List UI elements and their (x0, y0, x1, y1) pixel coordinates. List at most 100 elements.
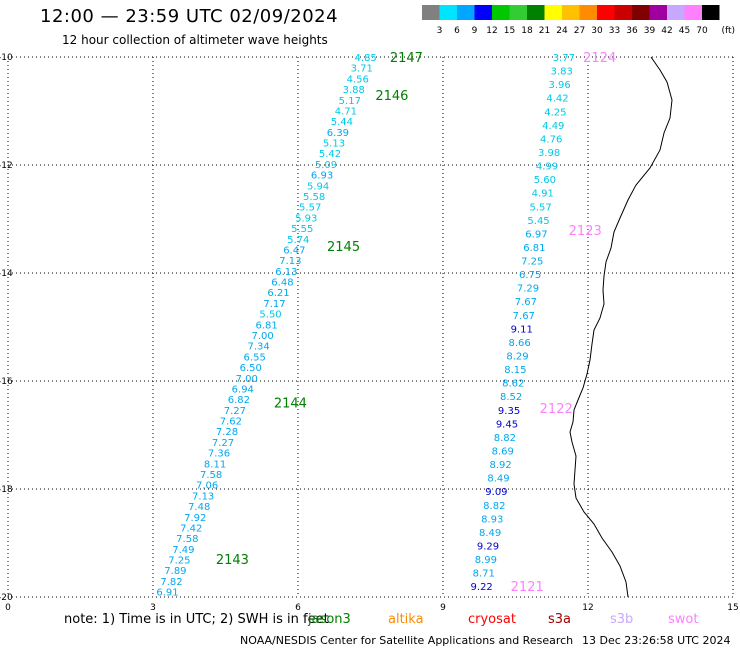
color-swatch (422, 5, 440, 20)
color-swatch (457, 5, 475, 20)
wave-height-value: 7.36 (208, 449, 230, 460)
wave-height-value: 8.92 (489, 460, 511, 471)
wave-height-value: 5.42 (319, 149, 341, 160)
pass-number-swot: 2123 (569, 224, 602, 239)
color-scale-label: 33 (609, 26, 620, 35)
wave-height-value: 9.09 (485, 487, 507, 498)
wave-height-value: 4.91 (532, 189, 554, 200)
color-scale-label: 45 (679, 26, 690, 35)
color-swatch (614, 5, 632, 20)
wave-height-value: 8.71 (473, 569, 495, 580)
wave-height-value: 7.34 (248, 342, 270, 353)
wave-height-value: 8.52 (500, 392, 522, 403)
color-scale-label: 6 (454, 26, 460, 35)
wave-height-value: 7.49 (172, 545, 194, 556)
wave-height-value: 8.93 (481, 514, 503, 525)
color-scale-label: 12 (486, 26, 497, 35)
wave-height-value: 7.17 (263, 299, 285, 310)
wave-height-value: 4.25 (544, 107, 566, 118)
wave-height-value: 9.29 (477, 541, 499, 552)
satellite-legend-cryosat: cryosat (468, 612, 516, 627)
color-swatch (667, 5, 685, 20)
wave-height-value: 7.29 (517, 284, 539, 295)
color-scale-label: 3 (437, 26, 443, 35)
wave-height-value: 5.44 (331, 117, 353, 128)
wave-height-value: 7.00 (251, 331, 273, 342)
coastline (569, 56, 673, 598)
wave-height-value: 5.09 (315, 160, 337, 171)
wave-height-value: 5.93 (295, 213, 317, 224)
wave-height-value: 4.42 (546, 94, 568, 105)
wave-height-value: 4.99 (536, 162, 558, 173)
color-scale-label: 21 (539, 26, 550, 35)
wave-height-value: 3.96 (548, 80, 570, 91)
wave-height-value: 8.82 (483, 501, 505, 512)
wave-height-value: 7.92 (184, 513, 206, 524)
generation-timestamp: 13 Dec 23:26:58 UTC 2024 (582, 634, 731, 647)
color-swatch (544, 5, 562, 20)
color-scale-label: 15 (504, 26, 515, 35)
color-swatch (527, 5, 545, 20)
wave-height-value: 8.62 (502, 379, 524, 390)
wave-height-value: 7.25 (168, 556, 190, 567)
wave-height-value: 7.58 (200, 470, 222, 481)
color-swatch (474, 5, 492, 20)
satellite-legend-altika: altika (388, 612, 424, 627)
y-tick-label: -16 (0, 377, 13, 387)
satellite-legend-s3a: s3a (548, 612, 572, 627)
wave-height-value: 7.62 (220, 417, 242, 428)
wave-height-value: 3.98 (538, 148, 560, 159)
wave-height-value: 6.13 (275, 267, 297, 278)
color-scale-label: 24 (556, 26, 568, 35)
wave-height-value: 6.97 (525, 229, 547, 240)
wave-height-value: 5.55 (291, 224, 313, 235)
wave-height-value: 8.29 (506, 352, 528, 363)
wave-height-value: 6.55 (244, 352, 266, 363)
wave-height-value: 8.82 (494, 433, 516, 444)
y-tick-label: -12 (0, 161, 13, 171)
color-scale-label: 39 (644, 26, 656, 35)
color-swatch (702, 5, 720, 20)
satellite-legend-s3b: s3b (610, 612, 634, 627)
pass-number-swot: 2122 (540, 402, 573, 417)
color-swatch (579, 5, 597, 20)
wave-height-value: 3.71 (351, 64, 373, 75)
wave-height-value: 5.57 (530, 202, 552, 213)
pass-number-jason3: 2144 (274, 397, 307, 412)
wave-height-value: 4.49 (542, 121, 564, 132)
wave-height-value: 6.81 (255, 320, 277, 331)
wave-height-map: 03691215-10-12-14-16-18-204.853.714.563.… (0, 51, 739, 612)
wave-height-value: 5.58 (303, 192, 325, 203)
wave-height-value: 9.22 (471, 582, 493, 593)
color-scale-label: 9 (472, 26, 478, 35)
wave-height-value: 7.25 (521, 257, 543, 268)
satellite-legend-swot: swot (668, 612, 699, 627)
color-scale-label: 70 (696, 26, 708, 35)
wave-height-value: 7.82 (160, 577, 182, 588)
wave-height-value: 8.15 (504, 365, 526, 376)
x-tick-label: 12 (582, 603, 593, 612)
wave-height-value: 5.45 (527, 216, 549, 227)
wave-height-value: 8.49 (487, 474, 509, 485)
color-scale-label: 30 (591, 26, 603, 35)
map-title: 12:00 — 23:59 UTC 02/09/2024 (40, 6, 339, 27)
wave-height-value: 3.77 (553, 53, 575, 64)
wave-height-value: 6.93 (311, 171, 333, 182)
color-scale-label: 42 (661, 26, 672, 35)
wave-height-value: 6.82 (228, 395, 250, 406)
color-scale-label: 27 (574, 26, 585, 35)
color-swatch (597, 5, 615, 20)
wave-height-value: 5.74 (287, 235, 309, 246)
wave-height-value: 6.50 (240, 363, 262, 374)
wave-height-value: 7.58 (176, 534, 198, 545)
satellite-legend: jason3 altika cryosat s3a s3b swot (0, 612, 740, 630)
color-swatch (509, 5, 527, 20)
pass-number-jason3: 2147 (390, 51, 423, 66)
wave-height-value: 4.76 (540, 134, 562, 145)
wave-height-value: 5.17 (339, 96, 361, 107)
wave-height-value: 8.99 (475, 555, 497, 566)
footnote: note: 1) Time is in UTC; 2) SWH is in fe… (64, 612, 329, 627)
wave-height-value: 7.27 (212, 438, 234, 449)
map-subtitle: 12 hour collection of altimeter wave hei… (62, 33, 328, 47)
pass-number-jason3: 2145 (327, 240, 360, 255)
